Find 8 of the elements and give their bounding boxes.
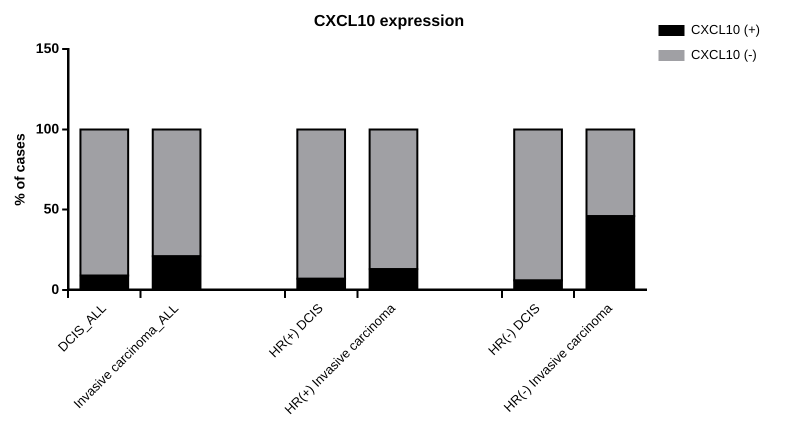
y-tick-label: 100 xyxy=(36,120,60,136)
legend-label: CXCL10 (-) xyxy=(691,47,757,62)
y-axis-title: % of cases xyxy=(11,133,28,206)
y-tick-label: 150 xyxy=(36,40,60,56)
chart-title: CXCL10 expression xyxy=(314,13,464,30)
legend-label: CXCL10 (+) xyxy=(691,22,760,38)
y-tick-label: 0 xyxy=(51,280,60,297)
y-tick-label: 50 xyxy=(44,200,60,217)
